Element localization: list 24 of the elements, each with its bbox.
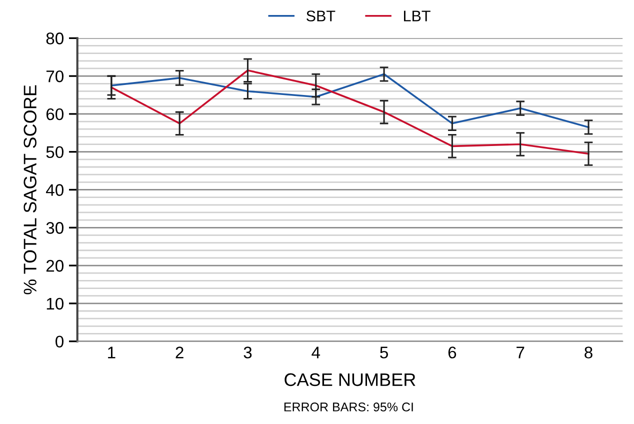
legend-label: SBT	[306, 10, 336, 22]
x-tick-label: 1	[108, 346, 116, 358]
x-tick-label: 2	[176, 346, 184, 358]
line-series	[110, 73, 590, 128]
y-tick-label: 20	[46, 260, 64, 272]
y-tick-label: 80	[46, 32, 64, 44]
y-tick-label: 50	[46, 146, 64, 158]
legend-label: LBT	[404, 10, 430, 22]
x-tick-label: 5	[380, 346, 388, 358]
y-tick-label: 30	[46, 222, 64, 234]
y-tick-label: 10	[46, 298, 64, 310]
x-tick-label: 4	[312, 346, 320, 358]
y-tick-label: 40	[46, 184, 64, 196]
y-axis-title: % TOTAL SAGAT SCORE	[24, 85, 36, 294]
x-tick-label: 8	[584, 346, 592, 358]
text: ERROR BARS: 95% CI	[284, 402, 413, 412]
x-tick-label: 6	[448, 346, 456, 358]
x-tick-label: 7	[516, 346, 524, 358]
y-tick-label: 70	[46, 70, 64, 82]
y-tick-label: 0	[56, 336, 64, 348]
x-axis-title: CASE NUMBER	[284, 373, 416, 386]
y-tick-label: 60	[46, 108, 64, 120]
x-tick-label: 3	[244, 346, 252, 358]
line-series	[110, 69, 590, 155]
